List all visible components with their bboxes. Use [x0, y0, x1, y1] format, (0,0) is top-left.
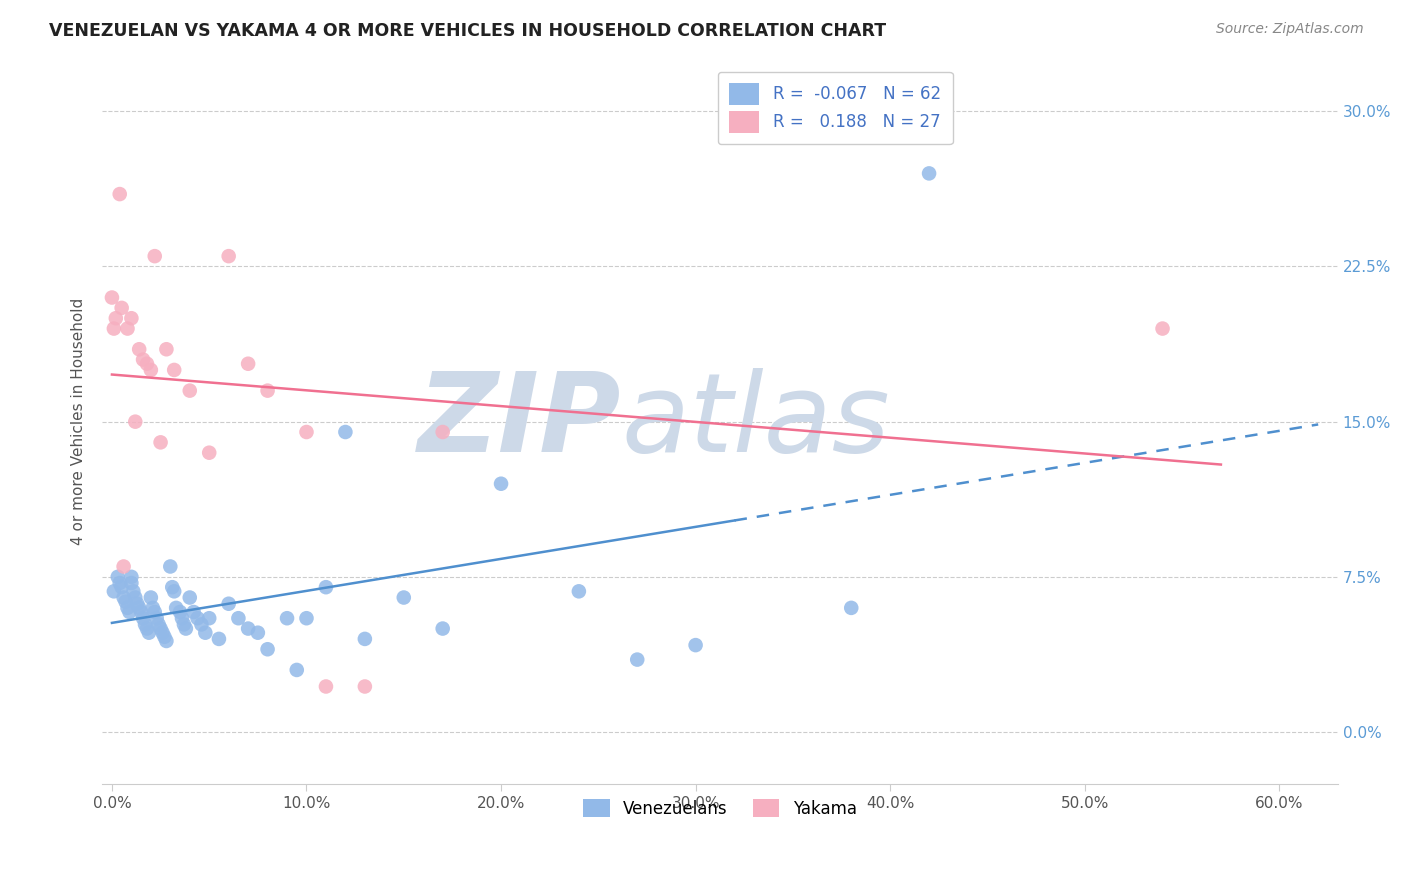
Point [112, 591, 135, 605]
Point [104, 311, 127, 326]
Point [153, 630, 176, 644]
Point [354, 680, 377, 694]
Text: VENEZUELAN VS YAKAMA 4 OR MORE VEHICLES IN HOUSEHOLD CORRELATION CHART: VENEZUELAN VS YAKAMA 4 OR MORE VEHICLES … [49, 22, 886, 40]
Point [173, 617, 195, 632]
Point [108, 187, 131, 202]
Point [169, 605, 191, 619]
Point [136, 622, 159, 636]
Legend: Venezuelans, Yakama: Venezuelans, Yakama [575, 790, 865, 826]
Point [103, 584, 125, 599]
Point [148, 617, 170, 632]
Point [179, 591, 201, 605]
Point [194, 625, 217, 640]
Point [143, 605, 166, 619]
Point [163, 584, 186, 599]
Point [179, 384, 201, 398]
Point [149, 435, 172, 450]
Point [124, 591, 146, 605]
Point [256, 642, 278, 657]
Text: ZIP: ZIP [418, 368, 621, 475]
Point [101, 291, 124, 305]
Point [228, 611, 250, 625]
Point [163, 363, 186, 377]
Point [117, 600, 139, 615]
Point [218, 249, 240, 263]
Point [122, 584, 145, 599]
Point [315, 580, 337, 594]
Point [187, 611, 209, 625]
Point [117, 321, 139, 335]
Point [139, 591, 162, 605]
Point [132, 352, 155, 367]
Point [107, 570, 129, 584]
Point [138, 625, 160, 640]
Point [132, 611, 155, 625]
Point [198, 446, 221, 460]
Point [118, 605, 141, 619]
Point [120, 570, 142, 584]
Point [183, 605, 205, 619]
Point [136, 357, 159, 371]
Point [142, 600, 165, 615]
Point [129, 605, 152, 619]
Y-axis label: 4 or more Vehicles in Household: 4 or more Vehicles in Household [72, 298, 86, 545]
Point [114, 595, 136, 609]
Point [354, 632, 377, 646]
Point [111, 301, 134, 315]
Point [165, 600, 187, 615]
Point [236, 357, 259, 371]
Point [155, 343, 177, 357]
Point [685, 638, 707, 652]
Point [170, 611, 193, 625]
Point [335, 425, 357, 439]
Point [120, 311, 142, 326]
Point [149, 622, 172, 636]
Point [315, 680, 337, 694]
Point [145, 611, 167, 625]
Point [295, 425, 318, 439]
Point [285, 663, 308, 677]
Point [174, 622, 197, 636]
Point [246, 625, 269, 640]
Point [127, 597, 149, 611]
Point [236, 622, 259, 636]
Point [162, 580, 184, 594]
Point [489, 476, 512, 491]
Point [128, 600, 150, 615]
Point [134, 617, 156, 632]
Point [108, 576, 131, 591]
Point [152, 625, 174, 640]
Point [1152, 321, 1174, 335]
Point [256, 384, 278, 398]
Text: atlas: atlas [621, 368, 890, 475]
Point [432, 425, 454, 439]
Point [218, 597, 240, 611]
Point [918, 166, 941, 180]
Point [111, 580, 134, 594]
Point [626, 652, 648, 666]
Point [139, 363, 162, 377]
Point [103, 321, 125, 335]
Point [432, 622, 454, 636]
Point [839, 600, 862, 615]
Point [143, 249, 166, 263]
Point [208, 632, 231, 646]
Point [128, 343, 150, 357]
Point [112, 559, 135, 574]
Point [155, 634, 177, 648]
Point [124, 415, 146, 429]
Point [295, 611, 318, 625]
Point [120, 576, 142, 591]
Point [276, 611, 298, 625]
Text: Source: ZipAtlas.com: Source: ZipAtlas.com [1216, 22, 1364, 37]
Point [198, 611, 221, 625]
Point [159, 559, 181, 574]
Point [392, 591, 415, 605]
Point [190, 617, 212, 632]
Point [568, 584, 591, 599]
